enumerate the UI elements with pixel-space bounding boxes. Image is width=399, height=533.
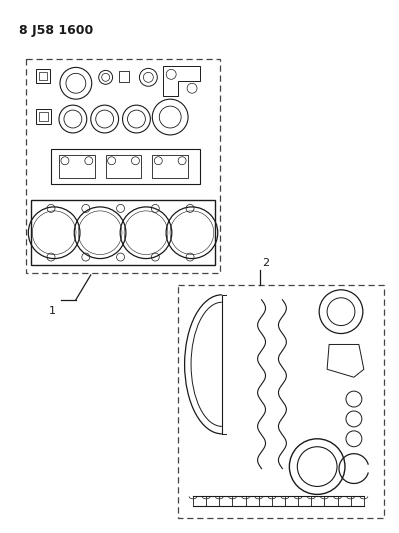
Bar: [59, 155, 95, 177]
Bar: [106, 155, 141, 177]
Bar: [36, 109, 51, 124]
Text: 8 J58 1600: 8 J58 1600: [19, 23, 93, 37]
Text: 1: 1: [49, 306, 56, 316]
Text: 2: 2: [263, 258, 270, 268]
Bar: [178, 285, 384, 518]
Bar: [39, 112, 48, 121]
Bar: [36, 69, 50, 83]
Bar: [31, 200, 215, 265]
Bar: [26, 60, 220, 273]
Bar: [152, 155, 188, 177]
Bar: [119, 71, 130, 82]
Bar: [51, 149, 200, 183]
Bar: [39, 72, 47, 80]
